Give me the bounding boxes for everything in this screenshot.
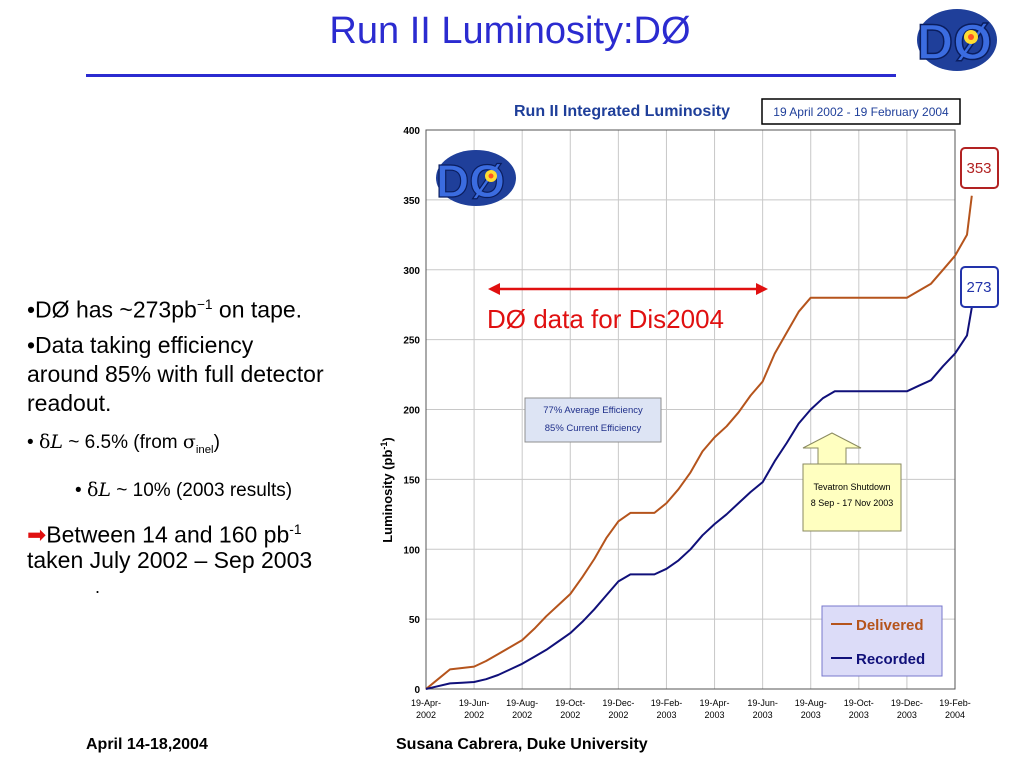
y-tick-label: 200 bbox=[403, 406, 420, 417]
bullet-list: •DØ has ~273pb−1 on tape. •Data taking e… bbox=[27, 290, 377, 602]
delivered-end-box: 353 bbox=[960, 147, 999, 189]
bullet-tape: •DØ has ~273pb−1 on tape. bbox=[27, 296, 303, 323]
y-axis-label: Luminosity (pb-1) bbox=[379, 437, 395, 543]
series-line-delivered bbox=[425, 195, 973, 690]
y-tick-label: 350 bbox=[403, 196, 420, 207]
bullet-lumi-uncertainty: • δL ~ 6.5% (from σinel) bbox=[27, 430, 220, 456]
y-tick-label: 300 bbox=[403, 266, 420, 277]
d0-logo: DØ bbox=[916, 9, 997, 71]
y-tick-label: 100 bbox=[403, 545, 420, 556]
legend-recorded: Recorded bbox=[856, 651, 925, 668]
arrow-icon: ➡ bbox=[27, 522, 47, 549]
plot-frame bbox=[425, 129, 956, 690]
date-range-box bbox=[761, 98, 961, 125]
x-tick-label: 19-Feb-2003 bbox=[651, 698, 683, 720]
y-tick-label: 400 bbox=[403, 126, 420, 137]
x-tick-label: 19-Jun-2003 bbox=[747, 698, 778, 720]
x-tick-label: 19-Oct-2003 bbox=[844, 698, 874, 720]
bullet-efficiency: •Data taking efficiency around 85% with … bbox=[27, 331, 324, 416]
x-tick-label: 19-Oct-2002 bbox=[555, 698, 585, 720]
footer-date: April 14-18,2004 bbox=[86, 736, 208, 753]
efficiency-current: 85% Current Efficiency bbox=[545, 423, 642, 434]
y-tick-label: 250 bbox=[403, 336, 420, 347]
x-tick-labels: 19-Apr-2002 19-Jun-2002 19-Aug-2002 19-Oct-… bbox=[411, 698, 971, 720]
x-tick-label: 19-Dec-2003 bbox=[891, 698, 923, 720]
footer-author: Susana Cabrera, Duke University bbox=[396, 736, 648, 753]
dis2004-annotation: DØ data for Dis2004 bbox=[487, 283, 768, 334]
shutdown-dates: 8 Sep - 17 Nov 2003 bbox=[811, 498, 894, 508]
dis2004-label: DØ data for Dis2004 bbox=[487, 304, 724, 334]
x-tick-label: 19-Dec-2002 bbox=[602, 698, 634, 720]
y-tick-label: 0 bbox=[414, 685, 420, 696]
x-tick-label: 19-Jun-2002 bbox=[459, 698, 490, 720]
slide-title: Run II Luminosity:DØ bbox=[329, 10, 691, 52]
y-tick-label: 150 bbox=[403, 475, 420, 486]
trailing-dot: . bbox=[95, 577, 101, 598]
legend-delivered: Delivered bbox=[856, 617, 924, 634]
chart-title: Run II Integrated Luminosity bbox=[514, 103, 730, 120]
date-range-label: 19 April 2002 - 19 February 2004 bbox=[773, 105, 949, 119]
efficiency-average: 77% Average Efficiency bbox=[543, 405, 643, 416]
x-tick-label: 19-Aug-2002 bbox=[506, 698, 538, 720]
x-tick-label: 19-Apr-2002 bbox=[411, 698, 441, 720]
series bbox=[425, 195, 973, 690]
gridlines bbox=[425, 129, 956, 690]
chart-d0-logo: DØ bbox=[435, 150, 516, 208]
x-tick-label: 19-Aug-2003 bbox=[795, 698, 827, 720]
bullet-between: ➡Between 14 and 160 pb-1 taken July 2002… bbox=[27, 522, 313, 574]
x-tick-label: 19-Apr-2003 bbox=[700, 698, 730, 720]
legend: Delivered Recorded bbox=[821, 605, 943, 677]
shutdown-callout: Tevatron Shutdown 8 Sep - 17 Nov 2003 bbox=[802, 432, 902, 532]
recorded-end-value: 273 bbox=[966, 279, 991, 296]
axes bbox=[425, 129, 956, 690]
title-divider bbox=[86, 74, 896, 77]
bullet-2003-results: • δL ~ 10% (2003 results) bbox=[75, 479, 293, 502]
delivered-end-value: 353 bbox=[966, 160, 991, 177]
recorded-end-box: 273 bbox=[960, 266, 999, 308]
luminosity-chart: Run II Integrated Luminosity 19 April 20… bbox=[379, 98, 999, 720]
shutdown-title: Tevatron Shutdown bbox=[813, 482, 890, 492]
y-tick-label: 50 bbox=[409, 615, 421, 626]
chart-logo-text: DØ bbox=[436, 155, 505, 207]
y-tick-labels: 0 50 100 150 200 250 300 350 400 bbox=[403, 126, 420, 696]
logo-text: DØ bbox=[917, 14, 992, 70]
series-line-recorded bbox=[425, 307, 973, 690]
x-tick-label: 19-Feb-2004 bbox=[939, 698, 971, 720]
efficiency-box: 77% Average Efficiency 85% Current Effic… bbox=[524, 397, 662, 443]
